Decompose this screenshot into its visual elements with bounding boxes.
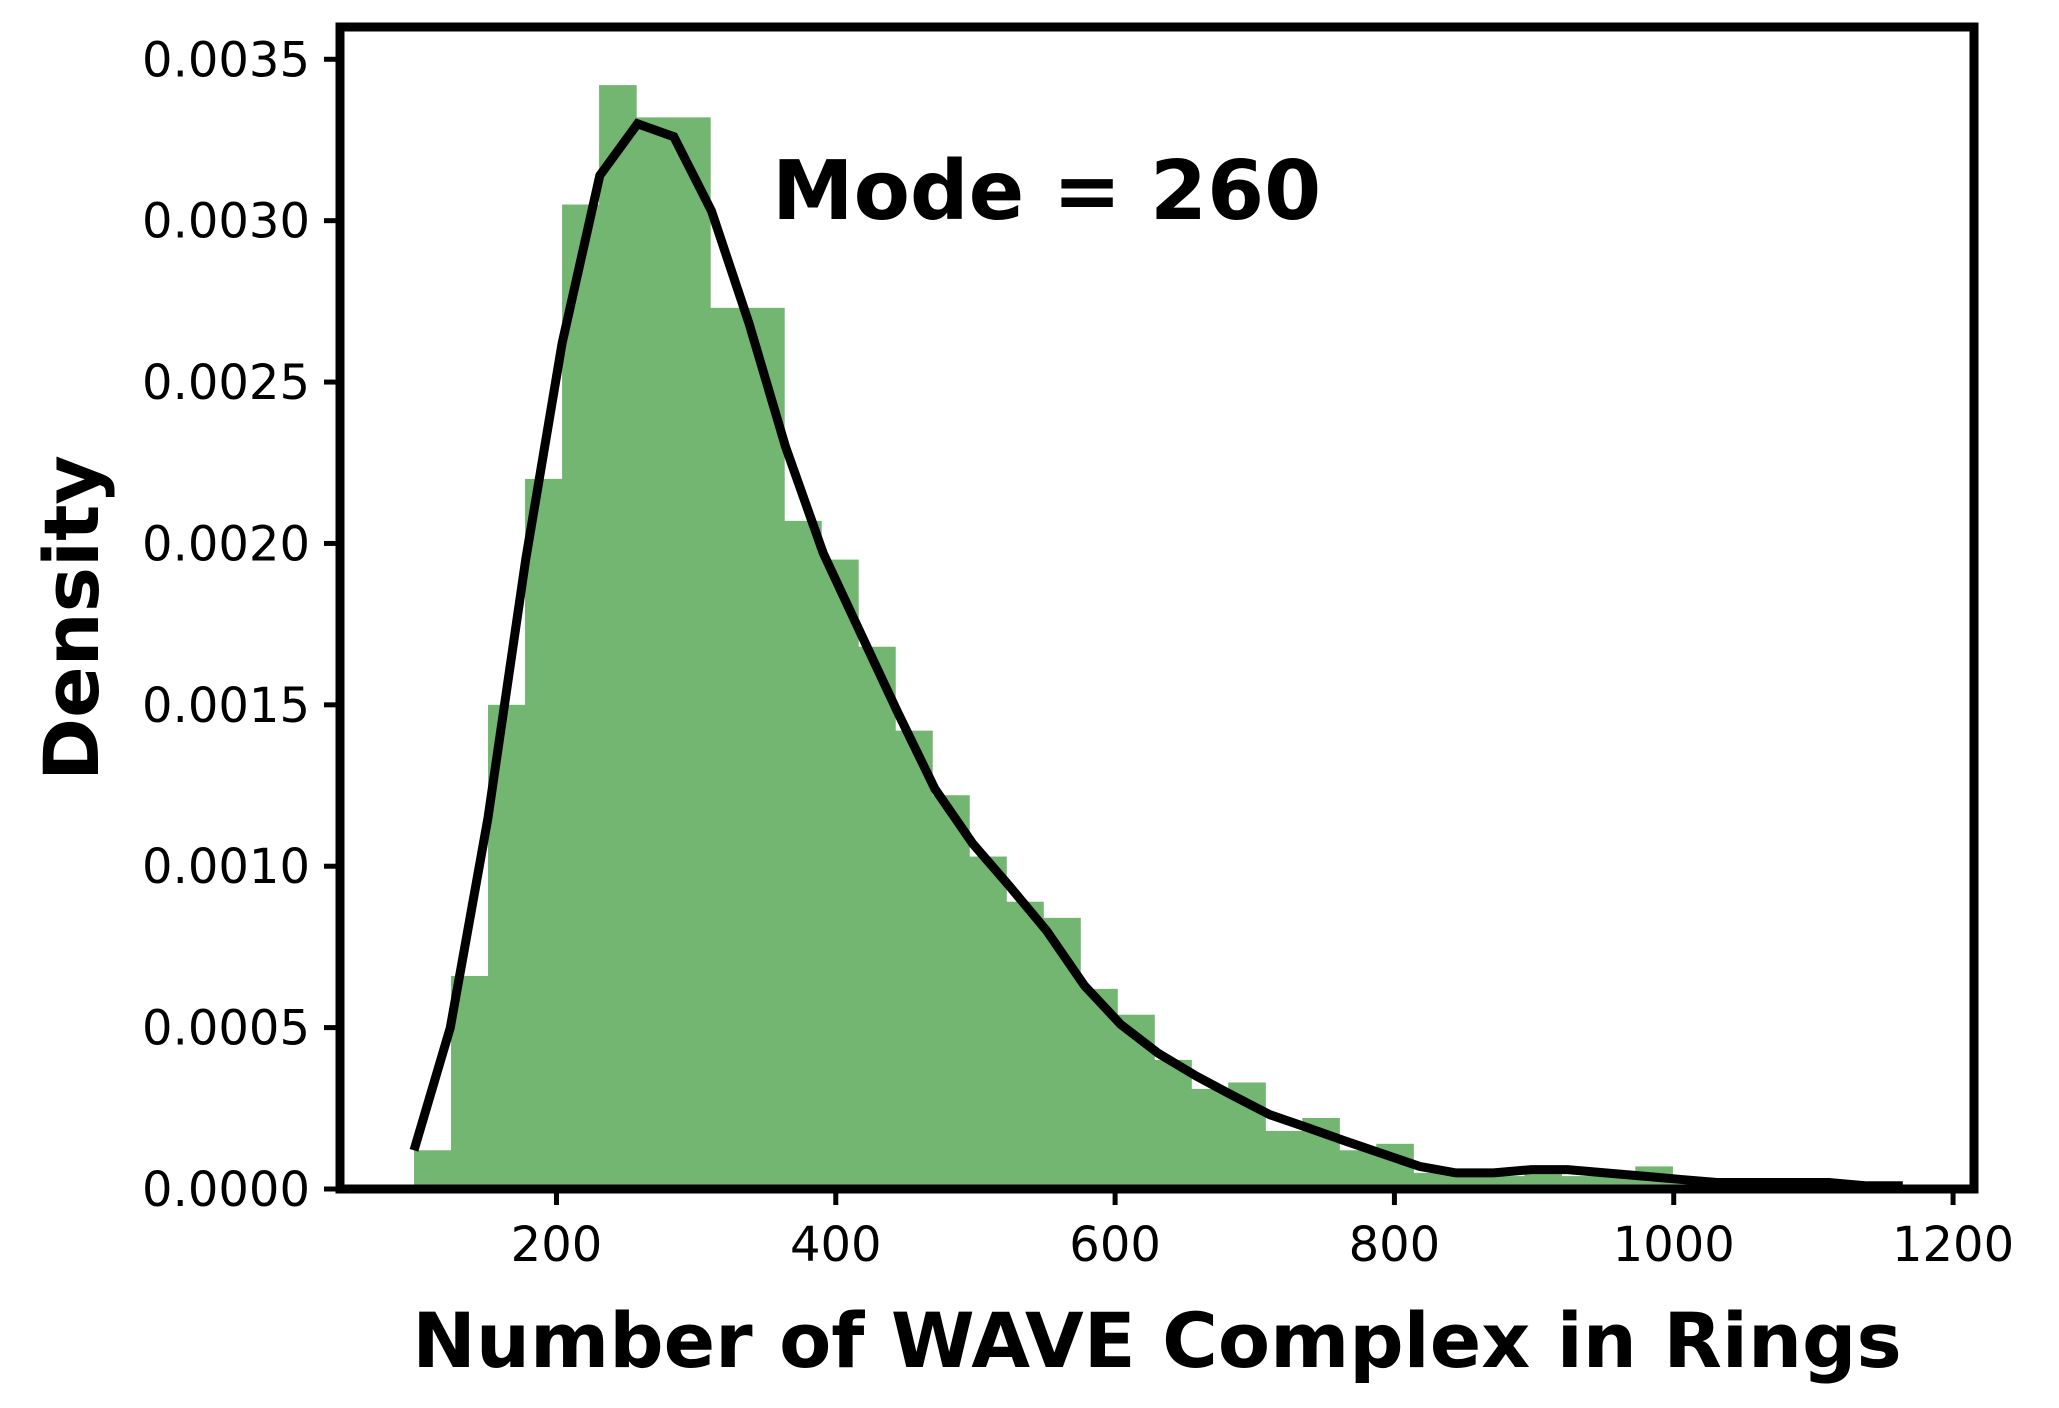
y-tick-label: 0.0030 [142, 194, 310, 250]
histogram-bar [414, 1150, 452, 1189]
histogram-bar [747, 307, 785, 1190]
y-tick-label: 0.0025 [142, 355, 310, 411]
plot-frame [335, 22, 1979, 1194]
histogram-bar [895, 730, 933, 1189]
histogram-bar [673, 117, 711, 1189]
x-tick-label: 800 [1349, 1217, 1441, 1273]
x-tick-label: 1200 [1892, 1217, 2014, 1273]
histogram-bar [1154, 1059, 1192, 1189]
y-axis-title: Density [27, 455, 116, 781]
histogram-bar [636, 117, 674, 1189]
y-tick-label: 0.0010 [142, 839, 310, 895]
y-axis-ticks: 0.0000 0.0005 0.0010 0.0015 0.0020 0.0025 0.00… [142, 32, 340, 1218]
x-axis-ticks: 200 400 600 800 1000 1200 [511, 1189, 2014, 1273]
histogram-bar [1265, 1130, 1303, 1189]
y-tick-label: 0.0035 [142, 32, 310, 88]
histogram-bar [1191, 1088, 1229, 1189]
histogram-bar [710, 307, 748, 1190]
histogram-bar [858, 646, 896, 1189]
histogram-bars [414, 85, 1895, 1190]
x-tick-label: 200 [511, 1217, 603, 1273]
histogram-bar [1080, 988, 1118, 1189]
x-tick-label: 400 [790, 1217, 882, 1273]
y-tick-label: 0.0020 [142, 516, 310, 572]
y-tick-label: 0.0000 [142, 1162, 310, 1218]
y-tick-label: 0.0015 [142, 678, 310, 734]
x-axis-title: Number of WAVE Complex in Rings [412, 1296, 1901, 1385]
mode-annotation: Mode = 260 [772, 144, 1321, 239]
density-curve-line [409, 118, 1903, 1191]
histogram-bar [1006, 901, 1044, 1189]
y-tick-label: 0.0005 [142, 1001, 310, 1057]
x-tick-label: 1000 [1613, 1217, 1735, 1273]
histogram-bar [932, 795, 970, 1189]
histogram-bar [969, 856, 1007, 1189]
histogram-bar [562, 204, 600, 1189]
histogram-bar [599, 85, 637, 1190]
histogram-bar [1339, 1150, 1377, 1189]
histogram-bar [821, 559, 859, 1189]
histogram-bar [784, 520, 822, 1189]
histogram-bar [1043, 917, 1081, 1189]
histogram-bar [525, 478, 563, 1189]
x-tick-label: 600 [1069, 1217, 1161, 1273]
